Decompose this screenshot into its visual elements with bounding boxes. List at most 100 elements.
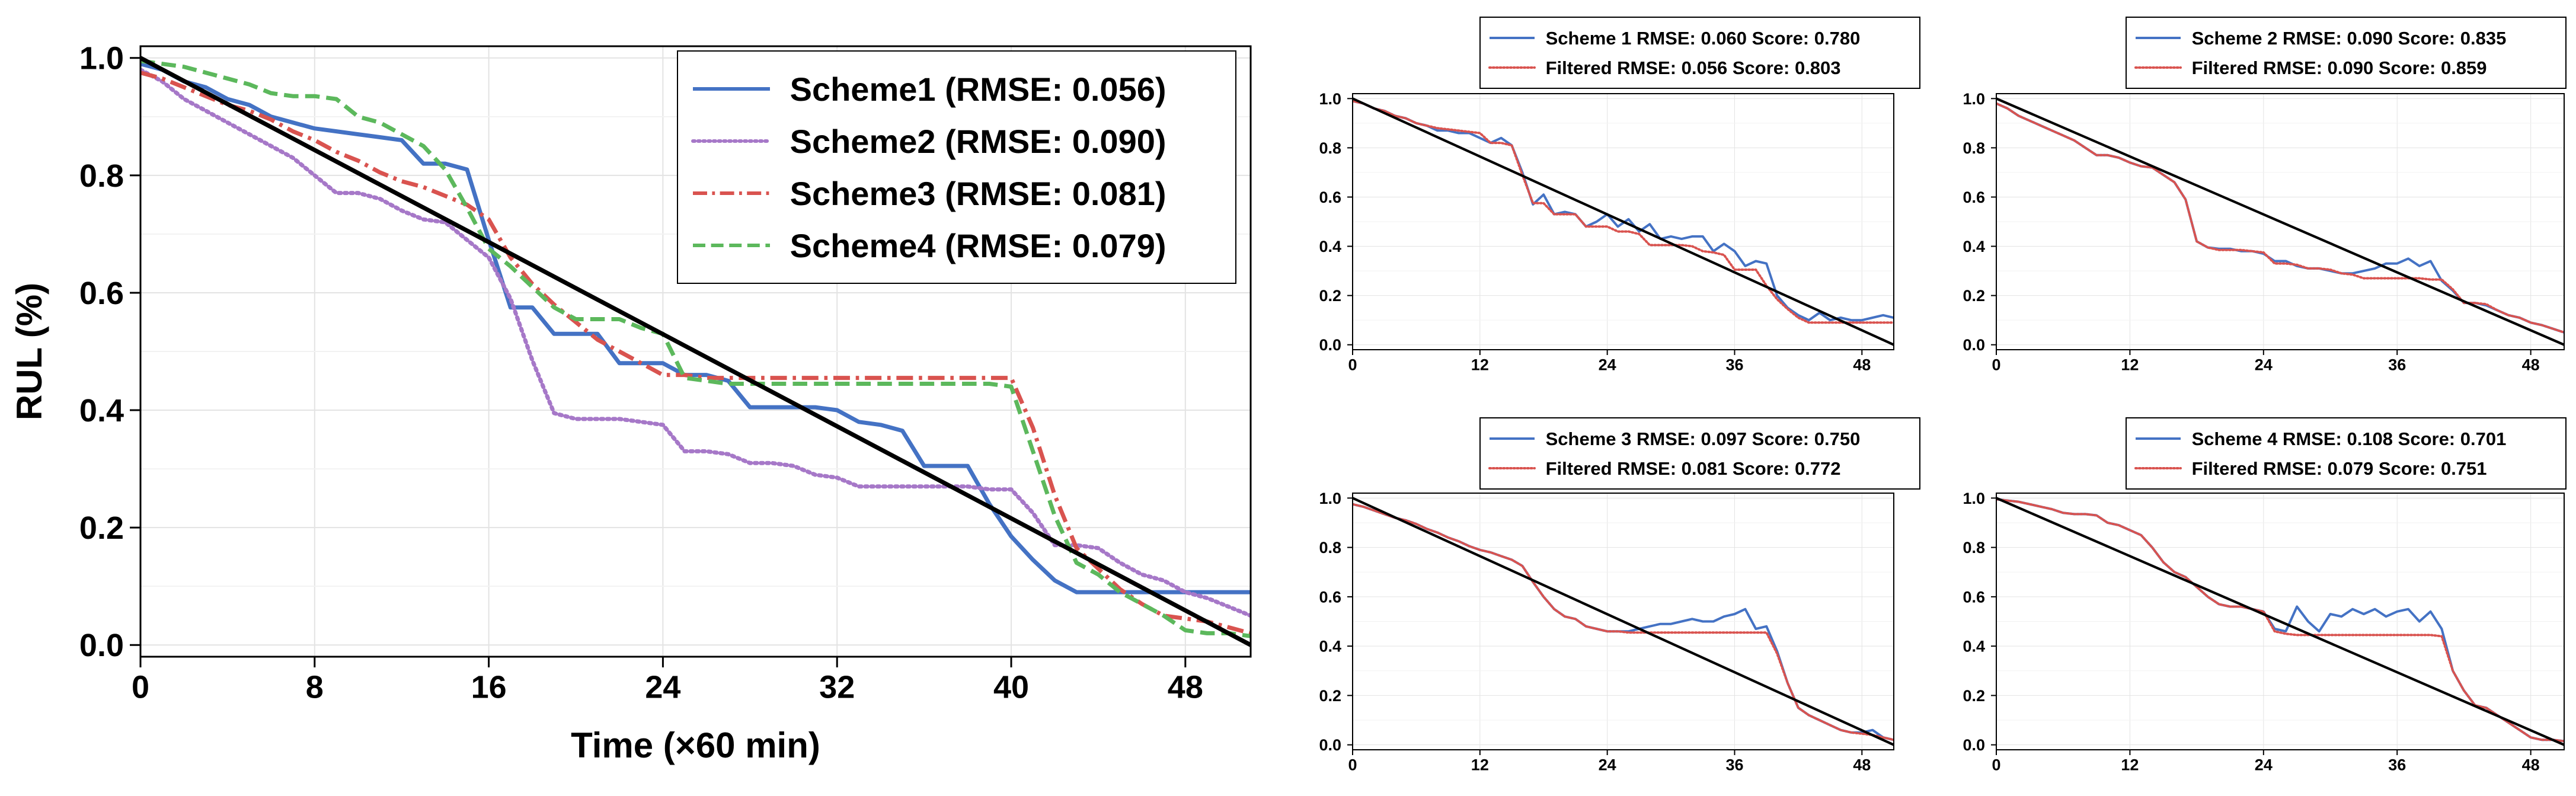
x-tick-label: 36 — [1725, 356, 1743, 374]
y-tick-label: 0.0 — [1963, 336, 1985, 354]
legend-label: Filtered RMSE: 0.056 Score: 0.803 — [1546, 57, 1841, 78]
x-tick-label: 40 — [993, 669, 1029, 705]
x-tick-label: 36 — [1725, 756, 1743, 774]
ideal-rul-line — [1353, 97, 1894, 346]
ideal-rul-line — [1353, 497, 1894, 746]
x-tick-label: 8 — [306, 669, 324, 705]
y-tick-label: 0.6 — [1319, 188, 1341, 206]
y-tick-label: 0.0 — [1319, 736, 1341, 754]
y-tick-label: 0.6 — [1319, 588, 1341, 606]
legend-box — [1479, 417, 1920, 490]
plot-area — [1353, 497, 1894, 746]
legend: Scheme1 (RMSE: 0.056) Scheme2 (RMSE: 0.09… — [677, 50, 1236, 284]
y-tick-label: 0.4 — [1963, 238, 1985, 255]
x-tick-label: 12 — [2121, 356, 2139, 374]
y-tick-label: 0.8 — [1963, 139, 1985, 157]
legend-label: Filtered RMSE: 0.090 Score: 0.859 — [2192, 57, 2487, 78]
y-tick-label: 1.0 — [1319, 490, 1341, 507]
x-tick-label: 48 — [1853, 756, 1871, 774]
x-tick-label: 16 — [471, 669, 507, 705]
ideal-rul-line — [1996, 97, 2564, 346]
series-line-0 — [1353, 100, 1894, 322]
x-tick-label: 36 — [2388, 356, 2406, 374]
legend-label: Scheme2 (RMSE: 0.090) — [790, 123, 1166, 160]
y-tick-label: 1.0 — [1319, 90, 1341, 108]
axes-frame — [1996, 93, 2565, 350]
y-tick-label: 0.8 — [1319, 139, 1341, 157]
y-tick-label: 0.8 — [1963, 539, 1985, 557]
plot-area — [140, 56, 1251, 647]
x-tick-label: 24 — [645, 669, 680, 705]
x-tick-label: 0 — [1992, 756, 2000, 774]
chart-scheme3: 0 12 24 36 48 0.0 0.2 0.4 0.6 0.8 1.0 Scheme 3 RMSE… — [1319, 417, 1920, 774]
axes-frame — [1352, 493, 1894, 750]
legend-label: Scheme 1 RMSE: 0.060 Score: 0.780 — [1546, 28, 1861, 49]
x-tick-label: 24 — [2255, 356, 2273, 374]
y-tick-label: 0.8 — [79, 158, 124, 194]
chart-scheme2: 0 12 24 36 48 0.0 0.2 0.4 0.6 0.8 1.0 Scheme 2 RMSE… — [1963, 17, 2567, 374]
ideal-rul-line — [140, 56, 1251, 647]
y-tick-label: 0.4 — [79, 393, 124, 429]
x-tick-label: 36 — [2388, 756, 2406, 774]
legend-box — [2126, 417, 2567, 490]
legend-label: Scheme 4 RMSE: 0.108 Score: 0.701 — [2192, 429, 2507, 449]
series-line-1 — [1996, 498, 2564, 743]
y-tick-label: 0.4 — [1319, 238, 1341, 255]
x-tick-label: 0 — [1348, 756, 1357, 774]
x-tick-label: 32 — [819, 669, 855, 705]
ideal-rul-line — [1996, 497, 2564, 746]
legend-box — [2126, 17, 2567, 89]
legend-box — [1479, 17, 1920, 89]
x-tick-label: 0 — [132, 669, 149, 705]
legend-label: Scheme 2 RMSE: 0.090 Score: 0.835 — [2192, 28, 2507, 49]
legend: Scheme 2 RMSE: 0.090 Score: 0.835 Filtere… — [2126, 17, 2567, 89]
y-tick-label: 0.2 — [1963, 687, 1985, 705]
series-line-2 — [140, 71, 1251, 635]
x-tick-label: 12 — [1471, 756, 1489, 774]
y-tick-label: 1.0 — [1963, 90, 1985, 108]
plot-area — [1353, 97, 1894, 346]
x-tick-label: 48 — [1853, 356, 1871, 374]
legend-label: Scheme3 (RMSE: 0.081) — [790, 175, 1166, 212]
x-tick-label: 12 — [2121, 756, 2139, 774]
y-tick-label: 0.2 — [1963, 287, 1985, 305]
x-tick-label: 48 — [2522, 356, 2540, 374]
y-tick-label: 0.0 — [1319, 336, 1341, 354]
legend: Scheme 3 RMSE: 0.097 Score: 0.750 Filtere… — [1479, 417, 1920, 490]
x-axis-label: Time (×60 min) — [571, 725, 820, 765]
legend-label: Scheme1 (RMSE: 0.056) — [790, 71, 1166, 108]
series-line-0 — [140, 62, 1251, 594]
legend-box — [677, 50, 1236, 284]
x-tick-label: 0 — [1992, 356, 2000, 374]
chart-main: 0 8 16 24 32 40 48 0.0 0.2 0.4 0.6 0.8 1.0 Time (×60 … — [9, 41, 1252, 765]
y-tick-label: 0.4 — [1319, 638, 1341, 656]
legend-label: Scheme 3 RMSE: 0.097 Score: 0.750 — [1546, 429, 1861, 449]
x-tick-label: 48 — [2522, 756, 2540, 774]
y-tick-label: 0.4 — [1963, 638, 1985, 656]
axes-frame — [139, 45, 1252, 658]
axes-frame — [1352, 93, 1894, 350]
x-tick-label: 24 — [1599, 356, 1616, 374]
series-line-1 — [1996, 102, 2564, 334]
x-tick-label: 24 — [2255, 756, 2273, 774]
series-line-3 — [140, 59, 1251, 638]
y-tick-label: 0.2 — [1319, 287, 1341, 305]
x-tick-label: 12 — [1471, 356, 1489, 374]
y-tick-label: 0.2 — [79, 510, 124, 546]
series-line-1 — [1353, 503, 1894, 741]
series-line-0 — [1996, 102, 2564, 334]
y-tick-label: 0.6 — [1963, 188, 1985, 206]
x-tick-label: 0 — [1348, 356, 1357, 374]
legend: Scheme 1 RMSE: 0.060 Score: 0.780 Filtere… — [1479, 17, 1920, 89]
legend-label: Filtered RMSE: 0.081 Score: 0.772 — [1546, 458, 1841, 479]
legend-label: Filtered RMSE: 0.079 Score: 0.751 — [2192, 458, 2487, 479]
legend-label: Scheme4 (RMSE: 0.079) — [790, 227, 1166, 264]
y-tick-label: 0.6 — [79, 276, 124, 311]
series-line-1 — [1353, 100, 1894, 324]
x-tick-label: 24 — [1599, 756, 1616, 774]
chart-scheme1: 0 12 24 36 48 0.0 0.2 0.4 0.6 0.8 1.0 Scheme 1 RMSE… — [1319, 17, 1920, 374]
y-tick-label: 0.0 — [79, 628, 124, 663]
y-tick-label: 0.0 — [1963, 736, 1985, 754]
x-tick-label: 48 — [1168, 669, 1203, 705]
plot-area — [1996, 497, 2564, 746]
